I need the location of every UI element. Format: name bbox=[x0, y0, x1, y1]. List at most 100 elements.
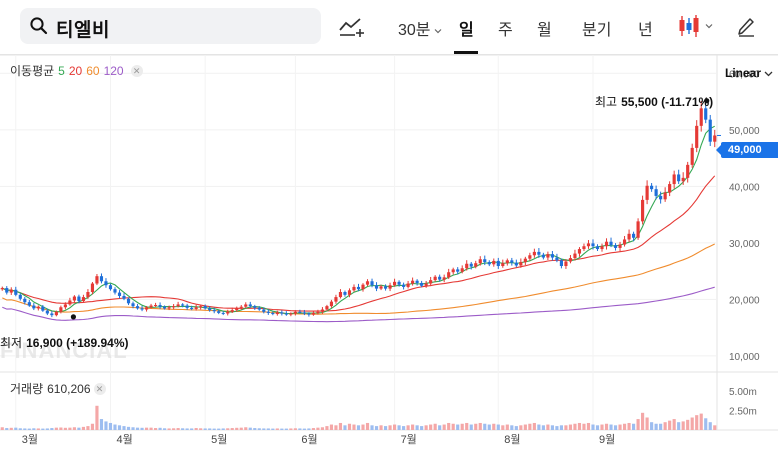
period-day-tab[interactable]: 일 bbox=[459, 22, 474, 39]
candle-body bbox=[298, 311, 302, 313]
month-label: 3월 bbox=[22, 433, 38, 446]
candlestick-type-icon[interactable] bbox=[678, 14, 700, 38]
candle-body bbox=[194, 307, 198, 309]
watermark-text: FINANCIAL bbox=[0, 338, 128, 363]
volume-bar bbox=[532, 422, 536, 430]
period-month-tab[interactable]: 월 bbox=[537, 22, 552, 39]
volume-bar bbox=[361, 424, 365, 430]
volume-bar bbox=[280, 428, 284, 430]
ma20-line bbox=[2, 175, 716, 312]
candle-body bbox=[456, 269, 460, 272]
chevron-down-icon[interactable] bbox=[764, 70, 773, 78]
volume-bar bbox=[59, 427, 63, 430]
ma60-period: 60 bbox=[86, 63, 100, 78]
volume-bar bbox=[631, 423, 636, 430]
period-30min-dropdown[interactable]: 30분 bbox=[398, 16, 442, 40]
volume-bar bbox=[163, 428, 167, 430]
remove-ma-close-icon[interactable]: ✕ bbox=[130, 64, 143, 77]
volume-bar bbox=[627, 422, 631, 430]
chevron-down-icon[interactable] bbox=[705, 22, 713, 30]
ma5-period: 5 bbox=[58, 63, 65, 78]
candle-body bbox=[126, 298, 131, 304]
volume-bar bbox=[221, 428, 225, 430]
candle-body bbox=[176, 304, 180, 307]
candle-body bbox=[478, 259, 482, 264]
pencil-icon[interactable] bbox=[736, 15, 756, 37]
period-week-tab[interactable]: 주 bbox=[498, 22, 513, 39]
volume-bar bbox=[681, 421, 685, 430]
volume-bar bbox=[244, 427, 248, 430]
candle-body bbox=[708, 119, 712, 142]
volume-bar bbox=[185, 428, 189, 430]
candle-body bbox=[117, 292, 122, 296]
candle-body bbox=[465, 263, 469, 269]
ma-polyline bbox=[2, 175, 716, 312]
candle-body bbox=[451, 269, 455, 273]
candle-body bbox=[199, 306, 203, 308]
candle-body bbox=[181, 304, 185, 306]
candle-body bbox=[99, 276, 104, 282]
candle-body bbox=[167, 307, 171, 309]
candle-body bbox=[546, 254, 550, 258]
candle-body bbox=[23, 298, 27, 303]
candle-body bbox=[695, 125, 699, 148]
period-quarter-tab[interactable]: 분기 bbox=[582, 22, 612, 39]
candle-body bbox=[122, 295, 126, 299]
candle-body bbox=[316, 311, 320, 313]
volume-bar bbox=[677, 422, 681, 430]
candle-body bbox=[185, 305, 189, 308]
volume-bar bbox=[77, 427, 81, 430]
volume-bar bbox=[600, 424, 604, 430]
volume-bar bbox=[438, 425, 442, 430]
candle-body bbox=[636, 221, 640, 238]
candle-body bbox=[645, 185, 649, 200]
volume-bar bbox=[108, 422, 113, 430]
candle-body bbox=[18, 294, 22, 299]
period-year-tab[interactable]: 년 bbox=[638, 22, 653, 39]
volume-bar bbox=[266, 428, 270, 430]
volume-bar bbox=[181, 428, 185, 430]
volume-bar bbox=[668, 420, 672, 430]
volume-bar bbox=[622, 423, 627, 430]
candle-body bbox=[402, 284, 406, 287]
price-tick-label: 30,000 bbox=[729, 239, 760, 250]
candle-body bbox=[420, 282, 424, 286]
candle-body bbox=[54, 311, 58, 316]
volume-bar bbox=[230, 428, 234, 430]
candle-body bbox=[266, 311, 270, 313]
volume-bar bbox=[329, 424, 334, 430]
candle-body bbox=[113, 289, 117, 293]
candle-body bbox=[284, 313, 288, 315]
candle-body bbox=[406, 283, 410, 287]
candle-body bbox=[690, 147, 694, 165]
candle-body bbox=[230, 310, 234, 312]
volume-bar bbox=[537, 424, 541, 430]
volume-bar bbox=[239, 427, 243, 430]
volume-bar bbox=[510, 425, 514, 430]
scale-mode-dropdown[interactable]: Linear bbox=[725, 66, 762, 80]
candle-body bbox=[487, 262, 491, 265]
candle-body bbox=[559, 260, 564, 267]
search-query[interactable]: 티엘비 bbox=[56, 20, 110, 41]
volume-bar bbox=[659, 423, 663, 430]
volume-bar bbox=[555, 426, 559, 430]
stock-search-box[interactable]: 티엘비 bbox=[20, 8, 321, 44]
candle-body bbox=[668, 184, 672, 193]
candle-body bbox=[50, 313, 54, 316]
candle-body bbox=[347, 290, 352, 295]
candle-body bbox=[239, 306, 243, 308]
candle-body bbox=[447, 272, 451, 278]
ma-polyline bbox=[2, 243, 715, 315]
candle-body bbox=[370, 281, 374, 286]
trendline-tool-icon[interactable] bbox=[338, 14, 366, 38]
month-label: 7월 bbox=[401, 433, 417, 446]
candle-body bbox=[415, 280, 419, 283]
candle-body bbox=[329, 301, 334, 307]
date-axis: 3월 4월 5월 6월 7월 8월 9월 bbox=[22, 433, 615, 446]
volume-bar bbox=[523, 424, 527, 430]
chevron-down-icon bbox=[434, 28, 441, 34]
high-point-marker bbox=[704, 98, 710, 104]
volume-bar bbox=[686, 419, 690, 430]
remove-volume-close-icon[interactable]: ✕ bbox=[93, 382, 106, 395]
